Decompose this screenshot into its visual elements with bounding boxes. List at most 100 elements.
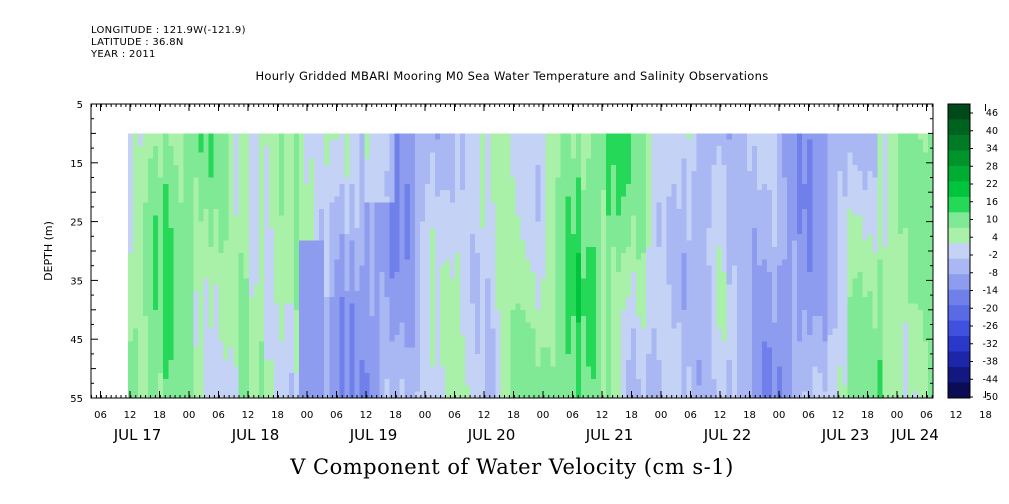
heat-cell [626,347,632,355]
heat-cell [258,353,265,361]
heat-cell [676,246,683,254]
heat-cell [455,360,461,368]
heat-cell [208,391,215,399]
heat-cell [314,278,320,286]
heat-cell [706,316,713,323]
heat-cell [143,360,149,368]
heat-cell [490,391,496,399]
heat-cell [399,215,406,223]
heat-cell [278,272,285,279]
heat-cell [691,215,698,223]
heat-cell [364,347,371,355]
heat-cell [163,146,169,153]
heat-cell [143,385,149,393]
heat-cell [686,372,693,380]
heat-cell [475,297,481,305]
heat-cell [510,316,517,323]
heat-cell [248,183,255,191]
heat-cell [223,366,230,374]
heat-cell [268,347,275,355]
heat-cell [379,158,386,166]
heat-cell [470,246,476,254]
heat-cell [278,133,285,141]
heat-cell [520,183,527,191]
heat-cell [404,227,411,235]
heat-cell [721,215,728,223]
heat-cell [565,290,572,298]
heat-cell [339,379,345,386]
heat-cell [470,146,476,153]
heat-cell [133,347,139,355]
heat-cell [565,284,572,292]
heat-cell [273,328,280,336]
heat-cell [414,183,421,191]
heat-cell [208,190,215,197]
heat-cell [540,209,547,216]
heat-cell [661,322,667,330]
heat-cell [379,190,386,197]
heat-cell [681,259,688,267]
heat-cell [671,196,678,204]
heat-cell [344,146,350,153]
heat-cell [681,341,688,349]
heat-cell [158,391,164,399]
heat-cell [138,171,144,179]
heat-cell [696,221,703,229]
heat-cell [193,265,200,273]
heat-cell [711,146,718,153]
heat-cell [374,290,381,298]
heat-cell [238,209,245,216]
heat-cell [389,372,396,380]
heat-cell [535,303,542,311]
heat-cell [439,379,446,386]
heat-cell [188,133,195,141]
heat-cell [681,366,688,374]
heat-cell [570,202,577,210]
heat-cell [299,158,305,166]
heat-cell [455,385,461,393]
heat-cell [631,278,637,286]
heat-cell [651,322,657,330]
heat-cell [711,183,718,191]
heat-cell [258,284,265,292]
heat-cell [233,259,240,267]
heat-cell [475,259,481,267]
heat-cell [470,177,476,185]
heat-cell [540,272,547,279]
heat-cell [450,209,456,216]
heat-cell [671,372,678,380]
heat-cell [560,366,567,374]
heat-cell [384,328,391,336]
heat-cell [530,139,537,147]
heat-cell [148,221,154,229]
heat-cell [565,272,572,279]
heat-cell [324,366,330,374]
heat-cell [324,215,330,223]
heat-cell [369,171,376,179]
heat-cell [299,335,305,342]
heat-cell [148,290,154,298]
heat-cell [374,152,381,160]
heat-cell [334,360,340,368]
heat-cell [409,152,416,160]
heat-cell [540,316,547,323]
heat-cell [485,335,491,342]
heat-cell [173,335,179,342]
heat-cell [444,190,451,197]
heat-cell [309,164,315,172]
heat-cell [626,139,632,147]
heat-cell [133,272,139,279]
heat-cell [565,379,572,386]
heat-cell [585,391,592,399]
heat-cell [595,164,602,172]
heat-cell [299,379,305,386]
heat-cell [263,366,270,374]
heat-cell [173,347,179,355]
heat-cell [530,335,537,342]
heat-cell [510,353,517,361]
heat-cell [641,303,647,311]
heat-cell [329,328,335,336]
heat-cell [444,303,451,311]
heat-cell [389,303,396,311]
heat-cell [268,335,275,342]
